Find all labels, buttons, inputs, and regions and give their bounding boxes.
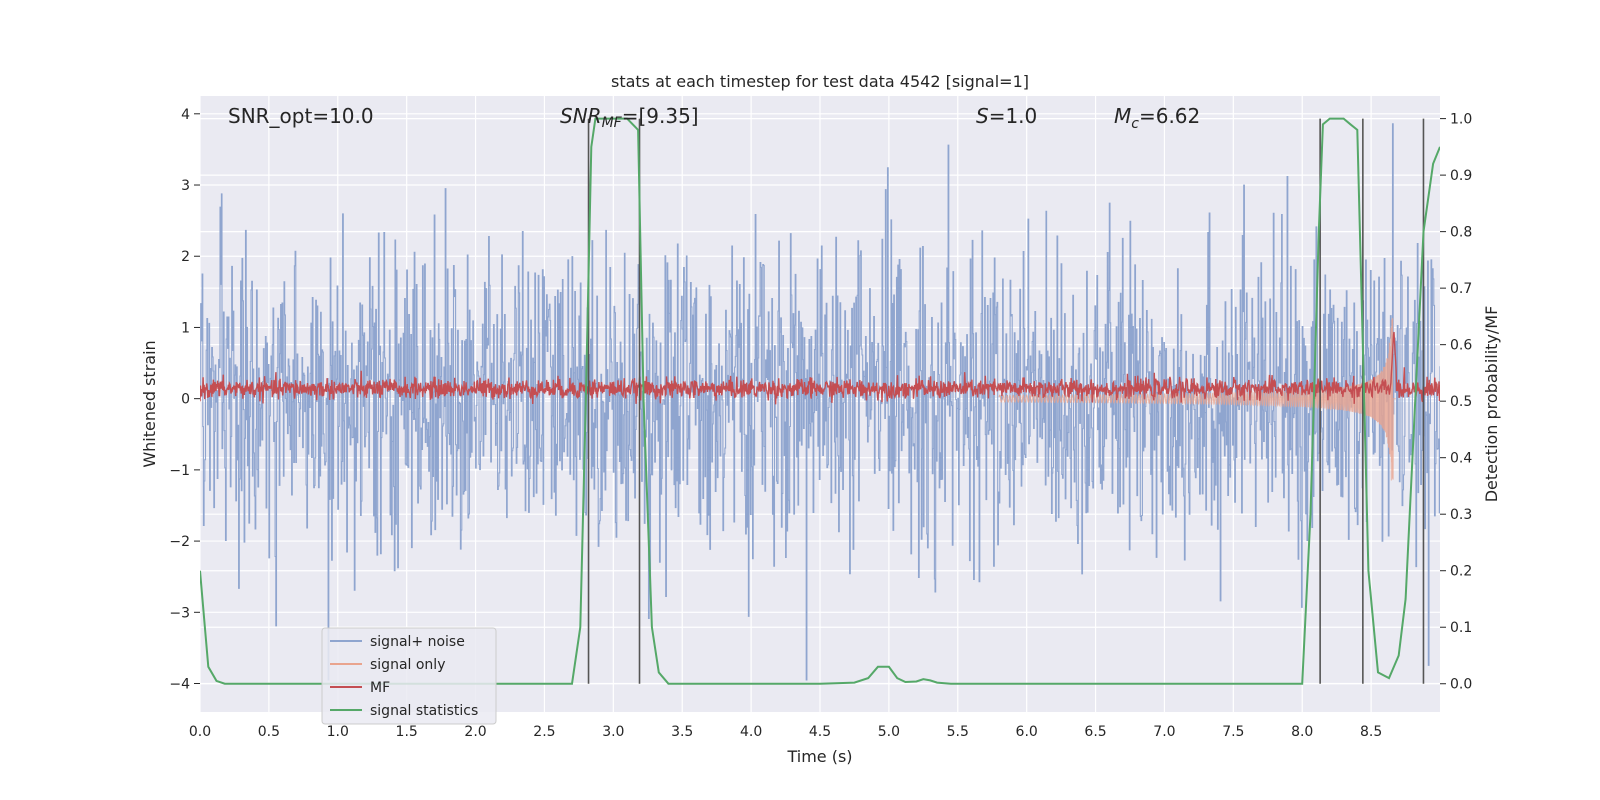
x-tick-label: 6.0: [1016, 724, 1038, 740]
signal-statistics-series: [200, 117, 1440, 685]
annotation-s: S=1.0: [976, 104, 1037, 128]
x-tick-label: 8.5: [1360, 724, 1382, 740]
y-tick-label: 4: [181, 107, 190, 123]
y2-tick-label: 0.4: [1450, 451, 1472, 467]
annotation-mc: Mc=6.62: [1114, 104, 1200, 132]
x-tick-label: 2.0: [464, 724, 486, 740]
y-tick-label: −3: [169, 605, 190, 621]
x-tick-label: 0.5: [258, 724, 280, 740]
x-tick-label: 4.0: [740, 724, 762, 740]
legend-label-mf: MF: [370, 680, 390, 696]
y2-tick-label: 0.0: [1450, 677, 1472, 693]
mf-line: [200, 331, 1440, 405]
y2-tick-label: 0.3: [1450, 507, 1472, 523]
y2-tick-label: 0.5: [1450, 394, 1472, 410]
x-tick-label: 8.0: [1291, 724, 1313, 740]
y-axis-ticks: 4 3 2 1 0 −1 −2 −3 −4: [169, 107, 200, 693]
y-tick-label: −2: [169, 534, 190, 550]
legend-label-signal-only: signal only: [370, 657, 445, 673]
y2-axis-label: Detection probability/MF: [1482, 306, 1501, 503]
y-tick-label: −4: [169, 677, 190, 693]
y2-tick-label: 0.6: [1450, 338, 1472, 354]
mf-series: [200, 331, 1440, 405]
signal-statistics-line: [200, 117, 1440, 685]
x-tick-label: 0.0: [189, 724, 211, 740]
y2-axis-ticks: 1.0 0.9 0.8 0.7 0.6 0.5 0.4 0.3 0.2 0.1 0.0: [1440, 112, 1472, 693]
x-tick-label: 3.5: [671, 724, 693, 740]
y-tick-label: 0: [181, 392, 190, 408]
y-tick-label: 1: [181, 320, 190, 336]
x-tick-label: 1.5: [396, 724, 418, 740]
x-tick-label: 1.0: [327, 724, 349, 740]
x-tick-label: 5.0: [878, 724, 900, 740]
y-axis-label: Whitened strain: [140, 340, 159, 467]
x-tick-label: 3.0: [602, 724, 624, 740]
annotation-snr-mf: SNRMF=[9.35]: [560, 104, 699, 131]
chart-title: stats at each timestep for test data 454…: [611, 72, 1029, 91]
x-axis-ticks: 0.0 0.5 1.0 1.5 2.0 2.5 3.0 3.5 4.0 4.5 5.0 5.5 6.0 6…: [189, 724, 1382, 740]
x-tick-label: 4.5: [809, 724, 831, 740]
signal-only-line: [998, 318, 1396, 481]
y2-tick-label: 0.8: [1450, 225, 1472, 241]
annotation-snr-opt: SNR_opt=10.0: [228, 104, 374, 128]
signal-noise-line: [200, 123, 1440, 681]
y-tick-label: 3: [181, 178, 190, 194]
x-axis-label: Time (s): [786, 747, 852, 766]
y2-tick-label: 0.2: [1450, 564, 1472, 580]
y-tick-label: −1: [169, 463, 190, 479]
x-tick-label: 2.5: [533, 724, 555, 740]
x-tick-label: 7.0: [1153, 724, 1175, 740]
x-tick-label: 7.5: [1222, 724, 1244, 740]
plot-content: [200, 117, 1440, 685]
x-tick-label: 6.5: [1084, 724, 1106, 740]
x-tick-label: 5.5: [947, 724, 969, 740]
y2-tick-label: 0.7: [1450, 281, 1472, 297]
legend: signal+ noise signal only MF signal stat…: [321, 627, 497, 725]
signal-only-series: [998, 318, 1396, 481]
y2-tick-label: 0.9: [1450, 168, 1472, 184]
y2-tick-label: 1.0: [1450, 112, 1472, 128]
signal-noise-series: [200, 123, 1440, 681]
legend-label-signal-statistics: signal statistics: [370, 703, 478, 719]
legend-label-signal-noise: signal+ noise: [370, 634, 465, 650]
y-tick-label: 2: [181, 249, 190, 265]
y2-tick-label: 0.1: [1450, 620, 1472, 636]
legend-box: [321, 627, 497, 725]
